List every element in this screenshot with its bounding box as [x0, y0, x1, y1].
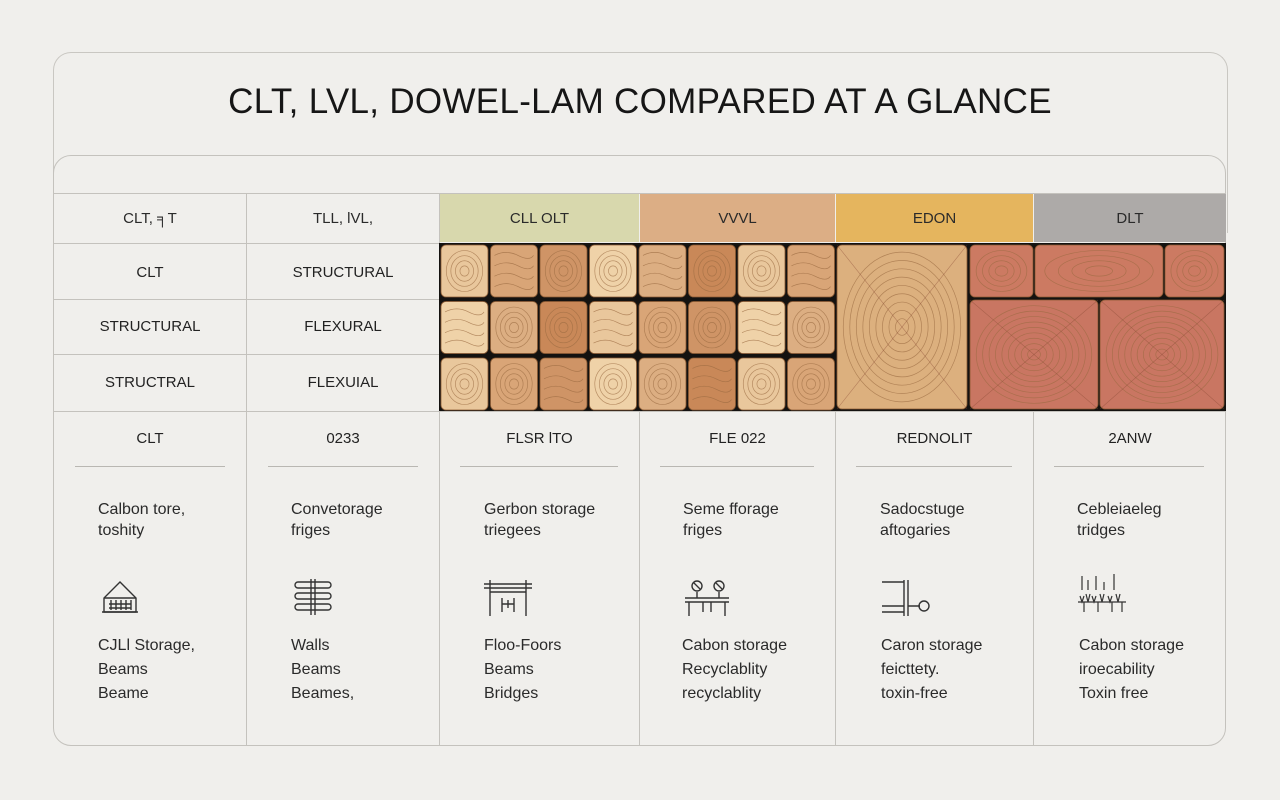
row-label: STRUCTURAL [99, 318, 201, 335]
wood-block [539, 244, 588, 298]
wood-block [787, 357, 835, 411]
divider [1054, 466, 1204, 467]
wood-block [787, 244, 835, 298]
wood-block [638, 357, 687, 411]
use-item: Beams [98, 661, 148, 678]
wood-cross-section-illustration [439, 243, 1226, 411]
uses-list: Cabon storage Recyclablity recyclablity [682, 634, 787, 706]
column-header: CLT, ╕T [123, 209, 177, 227]
use-item: Floo-Foors [484, 637, 562, 654]
wood-block [638, 244, 687, 298]
use-item: CJLl Storage, [98, 637, 195, 654]
column-header-edon: EDON [836, 194, 1033, 242]
wood-block [737, 301, 786, 354]
grid-line [246, 193, 247, 746]
divider [75, 466, 225, 467]
wood-block [969, 244, 1034, 298]
grid-line [835, 411, 836, 746]
use-item: Caron storage [881, 637, 983, 654]
uses-list: Caron storage feicttety. toxin-free [881, 634, 982, 706]
wood-block [440, 357, 489, 411]
description: Calbon tore, toshity [98, 501, 186, 539]
description: Cebleiaeleg tridges [1077, 501, 1162, 539]
wood-block [589, 357, 637, 411]
wood-block [539, 357, 588, 411]
use-item: Cabon storage [1079, 637, 1184, 654]
wood-block [490, 244, 538, 298]
divider [660, 466, 814, 467]
uses-list: CJLl Storage, Beams Beame [98, 634, 195, 706]
wood-block [638, 301, 687, 354]
wood-block [589, 244, 637, 298]
grid-line [439, 193, 440, 746]
description: Convetorage friges [291, 501, 383, 539]
use-item: Beams [484, 661, 534, 678]
use-item: Recyclablity [682, 661, 768, 678]
wood-block [969, 299, 1099, 410]
grid-line [1033, 411, 1034, 746]
use-item: Beames, [291, 685, 355, 702]
use-item: Toxin free [1079, 685, 1149, 702]
use-item: Walls [291, 637, 330, 654]
row-label: CLT [136, 264, 164, 281]
column-header-vvvl: VVVL [640, 194, 835, 242]
wood-block [440, 244, 489, 298]
row-label: FLEXURAL [304, 318, 382, 335]
row-label: STRUCTRAL [104, 374, 195, 391]
workbench-icon [685, 580, 729, 616]
product-code: REDNOLIT [896, 430, 973, 447]
lever-icon [882, 580, 930, 616]
product-code: CLT [136, 430, 164, 447]
use-item: Beams [291, 661, 341, 678]
product-code: FLSR lTO [506, 430, 573, 447]
product-code: FLE 022 [709, 430, 766, 447]
use-item: Bridges [484, 685, 539, 702]
stacked-layers-icon [294, 579, 332, 615]
wood-block [737, 357, 786, 411]
divider [856, 466, 1012, 467]
row-label: STRUCTURAL [292, 264, 394, 281]
wood-block [688, 244, 736, 298]
column-header-dlt: DLT [1034, 194, 1226, 242]
wood-block [589, 301, 637, 354]
wood-block [737, 244, 786, 298]
outer-frame [53, 52, 1228, 233]
row-label: FLEXUIAL [307, 374, 379, 391]
description: Seme fforage friges [683, 501, 779, 539]
wood-block [688, 357, 736, 411]
wood-block [1164, 244, 1225, 298]
product-code: 0233 [326, 430, 360, 447]
wood-block [490, 301, 538, 354]
use-item: iroecability [1079, 661, 1155, 678]
wood-block [1099, 299, 1225, 410]
uses-list: Floo-Foors Beams Bridges [484, 634, 561, 706]
column-header: TLL, lVL, [312, 209, 374, 227]
house-icon [102, 581, 138, 613]
product-code: 2ANW [1108, 430, 1152, 447]
divider [268, 466, 418, 467]
wood-block [787, 301, 835, 354]
wood-block [1034, 244, 1164, 298]
column-header-cll-olt: CLL OLT [440, 194, 639, 242]
wood-block [490, 357, 538, 411]
description: Gerbon storage triegees [484, 501, 596, 539]
ground-grass-icon [1078, 574, 1126, 612]
use-item: toxin-free [881, 685, 948, 702]
wood-block [539, 301, 588, 354]
grid-line [639, 411, 640, 746]
wood-block [688, 301, 736, 354]
wood-block [836, 244, 968, 410]
grid-line [53, 193, 1226, 194]
use-item: feicttety. [881, 661, 940, 678]
use-item: Cabon storage [682, 637, 787, 654]
uses-list: Cabon storage iroecability Toxin free [1079, 634, 1184, 706]
page-title: CLT, LVL, DOWEL-LAM COMPARED AT A GLANCE [228, 82, 1052, 121]
uses-list: Walls Beams Beames, [291, 634, 354, 706]
description: Sadocstuge aftogaries [880, 501, 965, 539]
use-item: recyclablity [682, 685, 762, 702]
wood-block [440, 301, 489, 354]
bridge-icon [484, 580, 532, 616]
use-item: Beame [98, 685, 149, 702]
divider [460, 466, 618, 467]
